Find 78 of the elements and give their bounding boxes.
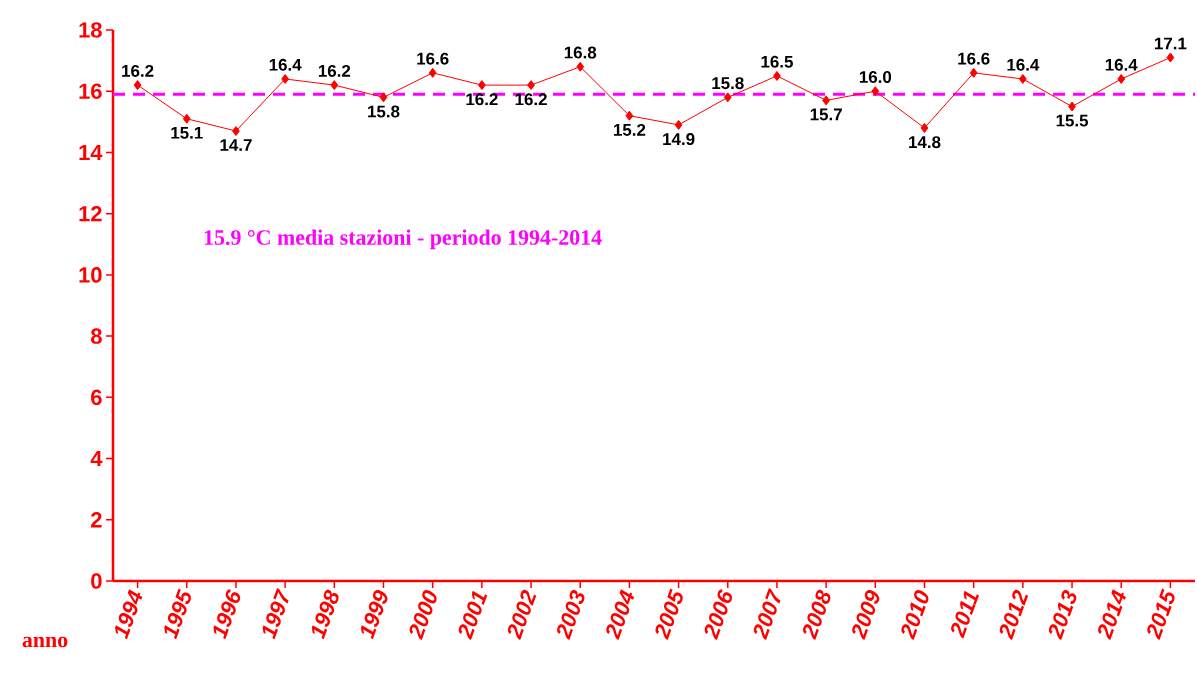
x-tick-label: 1999 xyxy=(360,590,388,640)
point xyxy=(527,80,535,91)
x-tick-label: 1997 xyxy=(262,587,289,640)
point xyxy=(133,80,142,91)
data-label: 15.8 xyxy=(712,77,744,90)
y-tick-label: 16 xyxy=(79,83,102,99)
data-label: 16.4 xyxy=(1007,58,1040,71)
point xyxy=(773,70,781,81)
data-label: 14.7 xyxy=(220,139,252,151)
x-tick-label: 2015 xyxy=(1147,588,1175,641)
x-tick-label: 2001 xyxy=(458,590,488,641)
x-tick-label: 2013 xyxy=(1048,589,1077,641)
data-label: 14.9 xyxy=(663,133,695,146)
point xyxy=(871,86,880,97)
point xyxy=(330,80,339,91)
data-label: 16.2 xyxy=(466,93,498,106)
point xyxy=(625,110,634,121)
point xyxy=(1117,73,1126,84)
point xyxy=(1166,52,1175,63)
x-tick-label: 2010 xyxy=(901,590,929,641)
x-tick-label: 1998 xyxy=(311,589,339,640)
point xyxy=(576,61,585,72)
x-tick-label: 2003 xyxy=(557,589,585,641)
y-tick-label: 18 xyxy=(79,22,102,38)
point xyxy=(281,73,290,84)
y-tick-label: 14 xyxy=(79,144,103,160)
point xyxy=(822,95,831,106)
data-label: 16.6 xyxy=(417,52,449,65)
x-tick-label: 2012 xyxy=(999,589,1029,641)
data-label: 16.8 xyxy=(564,46,597,59)
x-tick-label: 2002 xyxy=(507,589,537,641)
y-tick-label: 6 xyxy=(91,389,102,406)
y-tick-label: 10 xyxy=(79,267,102,283)
point xyxy=(477,80,486,91)
point xyxy=(379,92,388,103)
point xyxy=(723,92,732,103)
point xyxy=(1018,73,1027,84)
x-tick-label: 2007 xyxy=(753,587,781,641)
x-tick-label: 2008 xyxy=(802,589,831,641)
data-label: 15.1 xyxy=(171,126,203,139)
x-tick-label: 1995 xyxy=(164,588,191,640)
data-label: 16.2 xyxy=(122,64,154,77)
point xyxy=(1068,101,1076,112)
x-tick-label: 2004 xyxy=(606,589,635,641)
data-label: 16.4 xyxy=(1105,58,1138,71)
x-tick-label: 2005 xyxy=(655,588,683,641)
point xyxy=(674,119,683,130)
data-label: 16.6 xyxy=(958,52,990,65)
x-tick-label: 2009 xyxy=(852,590,880,641)
data-label: 15.7 xyxy=(810,108,842,121)
data-label: 16.2 xyxy=(318,64,351,77)
x-axis-title: anno xyxy=(22,636,68,648)
data-label: 16.0 xyxy=(859,71,892,84)
data-label: 16.5 xyxy=(761,55,793,68)
y-tick-label: 4 xyxy=(90,451,103,467)
x-tick-label: 2011 xyxy=(951,590,979,639)
data-label: 15.5 xyxy=(1056,114,1089,127)
point xyxy=(232,126,240,137)
data-label: 15.8 xyxy=(368,105,400,118)
point xyxy=(428,67,437,78)
y-tick-label: 2 xyxy=(91,512,102,528)
ref-line-label: 15.9 °C media stazioni - periodo 1994-2014 xyxy=(204,229,602,250)
x-tick-label: 2014 xyxy=(1098,589,1126,641)
data-label: 14.8 xyxy=(909,136,941,149)
point xyxy=(182,113,191,124)
x-tick-label: 1996 xyxy=(213,589,241,640)
x-tick-label: 2000 xyxy=(409,590,437,641)
x-tick-label: 1994 xyxy=(115,589,143,640)
data-label: 17.1 xyxy=(1154,37,1187,50)
point xyxy=(920,122,929,133)
x-tick-label: 2006 xyxy=(704,589,733,641)
point xyxy=(969,67,978,78)
y-tick-label: 8 xyxy=(90,328,102,344)
data-label: 16.2 xyxy=(515,93,547,106)
data-label: 15.2 xyxy=(613,123,646,136)
y-tick-label: 12 xyxy=(79,206,102,222)
y-tick-label: 0 xyxy=(91,573,102,589)
data-label: 16.4 xyxy=(269,58,302,71)
